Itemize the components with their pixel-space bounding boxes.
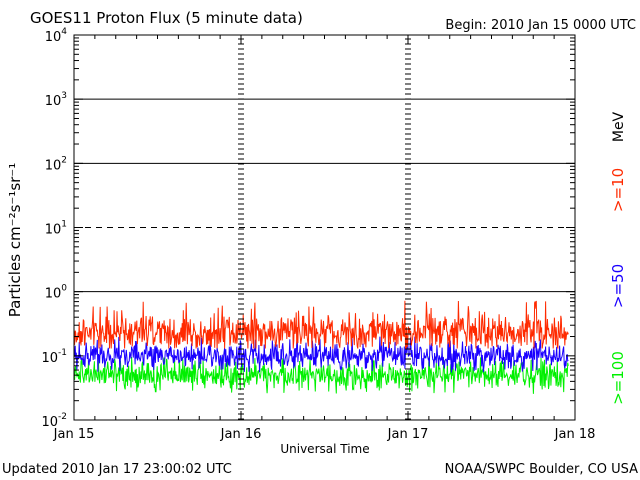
begin-label: Begin: 2010 Jan 15 0000 UTC: [445, 18, 636, 33]
x-tick-label: Jan 17: [387, 427, 429, 442]
series-layer: [73, 300, 569, 394]
updated-footer: Updated 2010 Jan 17 23:00:02 UTC: [2, 462, 232, 477]
legend-entry-1: >=50: [609, 264, 627, 308]
legend-entry-2: >=100: [609, 351, 627, 405]
x-tick-label: Jan 15: [53, 427, 95, 442]
y-tick-label: 103: [45, 91, 67, 109]
y-tick-label: 100: [45, 284, 68, 302]
plot-frame: [73, 34, 576, 421]
grid-layer: [74, 38, 575, 420]
chart-title: GOES11 Proton Flux (5 minute data): [30, 9, 303, 27]
x-axis-label: Universal Time: [280, 442, 369, 456]
legend: >=10 >=50 >=100: [609, 168, 627, 405]
y-tick-label: 10-2: [41, 412, 67, 430]
x-tick-label: Jan 16: [220, 427, 262, 442]
y-tick-label: 102: [45, 155, 67, 173]
x-tick-labels: Jan 15 Jan 16 Jan 17 Jan 18: [53, 427, 596, 442]
series-line-0: [73, 300, 569, 350]
y-tick-label: 101: [45, 220, 67, 238]
units-label: MeV: [611, 111, 627, 142]
x-tick-label: Jan 18: [554, 427, 596, 442]
y-tick-labels: 104 103 102 101 100 10-1 10-2: [41, 27, 67, 430]
series-line-1: [73, 336, 569, 373]
y-axis-label: Particles cm⁻²s⁻¹sr⁻¹: [6, 163, 24, 317]
y-tick-label: 104: [45, 27, 68, 45]
tick-layer: [73, 34, 576, 421]
legend-entry-0: >=10: [609, 168, 627, 212]
y-tick-label: 10-1: [41, 348, 67, 366]
source-footer: NOAA/SWPC Boulder, CO USA: [445, 462, 638, 477]
